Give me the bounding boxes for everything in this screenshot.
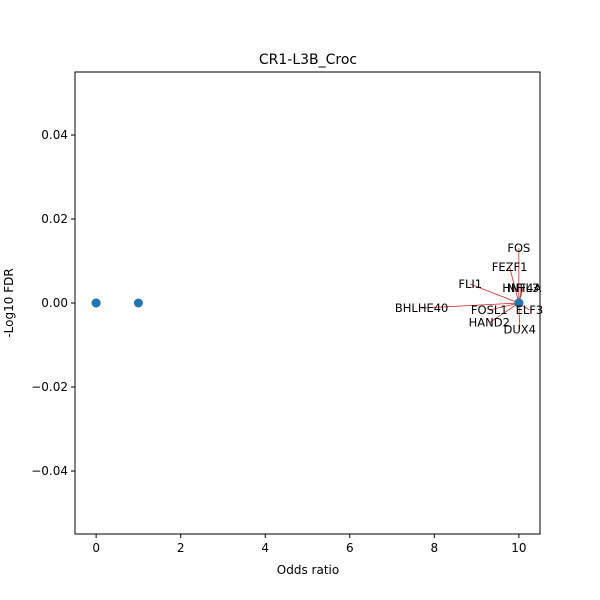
annotation-connector (489, 302, 519, 311)
annotation-label: NFIL3 (507, 281, 539, 295)
annotation-label: ELF3 (516, 303, 544, 317)
x-tick-label: 6 (346, 541, 354, 555)
y-axis-ticks: −0.04 −0.02 0.00 0.02 0.04 (31, 128, 75, 478)
data-point (133, 298, 143, 308)
x-tick-label: 4 (261, 541, 269, 555)
annotation-label: DUX4 (503, 322, 535, 336)
annotation-connector (509, 266, 520, 304)
annotation-label: FOS (507, 241, 530, 255)
x-axis-label: Odds ratio (277, 563, 339, 577)
x-axis-ticks: 0 2 4 6 8 10 (92, 534, 527, 555)
data-point (514, 298, 524, 308)
annotation-label: FEZF1 (492, 260, 528, 274)
x-tick-label: 8 (430, 541, 438, 555)
annotation-connector (470, 283, 520, 304)
annotation-label: BHLHE40 (395, 301, 449, 315)
data-point (91, 298, 101, 308)
annotation-label: HAND2 (469, 316, 510, 330)
y-tick-label: −0.02 (31, 380, 68, 394)
annotation-label: FOSL1 (471, 303, 508, 317)
x-tick-label: 2 (177, 541, 185, 555)
annotation-label: FLI1 (458, 277, 482, 291)
y-tick-label: 0.02 (41, 212, 68, 226)
y-tick-label: 0.04 (41, 128, 68, 142)
y-tick-label: −0.04 (31, 464, 68, 478)
chart-title: CR1-L3B_Croc (259, 52, 357, 68)
y-axis-label: -Log10 FDR (2, 268, 16, 337)
annotation-label: HNF4A (502, 281, 541, 295)
annotation-connector (489, 302, 520, 324)
x-tick-label: 10 (511, 541, 526, 555)
y-tick-label: 0.00 (41, 296, 68, 310)
annotation-connector (421, 302, 519, 309)
data-points (91, 298, 524, 308)
x-tick-label: 0 (92, 541, 100, 555)
